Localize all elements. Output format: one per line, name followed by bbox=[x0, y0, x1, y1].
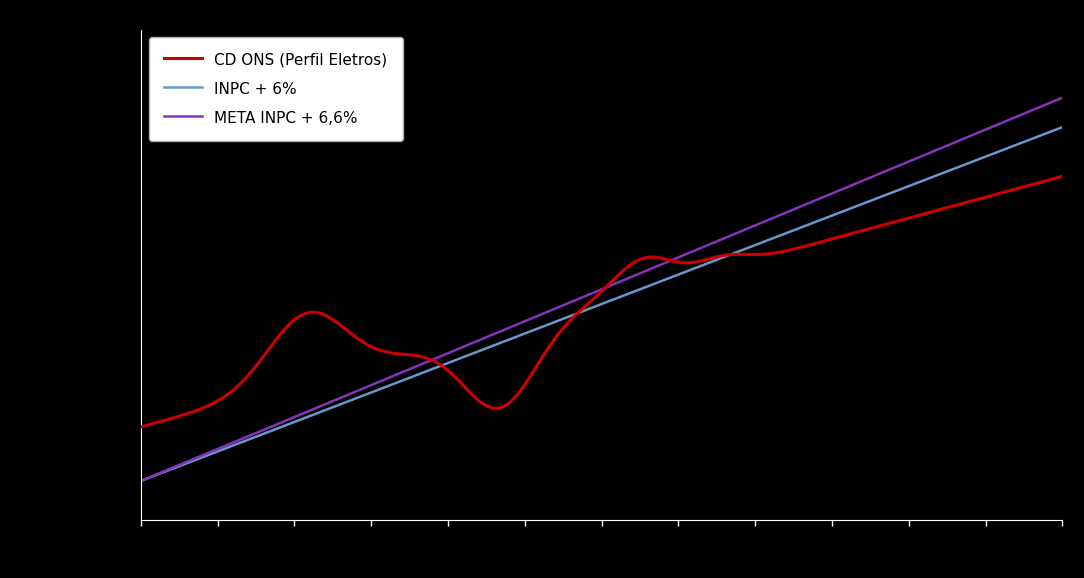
Legend: CD ONS (Perfil Eletros), INPC + 6%, META INPC + 6,6%: CD ONS (Perfil Eletros), INPC + 6%, META… bbox=[149, 36, 402, 141]
